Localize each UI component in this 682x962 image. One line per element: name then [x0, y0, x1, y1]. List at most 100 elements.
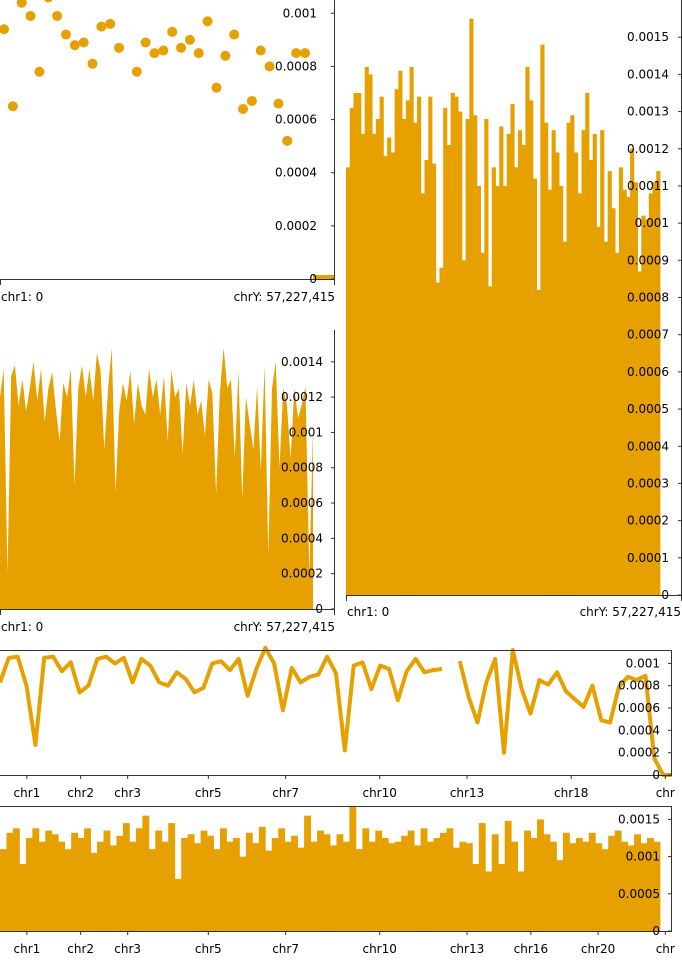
bar — [405, 100, 410, 595]
bar — [614, 830, 622, 931]
panel-right-tall: 0 0.0001 0.0002 0.0003 0.0004 0.0005 0.0006 0.0… — [346, 0, 682, 619]
bar — [379, 96, 384, 595]
y-tick-label: 0.0005 — [618, 887, 660, 901]
bar — [440, 832, 447, 931]
bar — [194, 843, 201, 931]
panel-line: 0 0.0002 0.0004 0.0006 0.0008 0.001 chr1 chr2 ch… — [0, 645, 675, 800]
bar — [142, 815, 150, 931]
bar — [521, 145, 526, 595]
y-tick-label: 0.0004 — [618, 723, 660, 737]
bar — [478, 823, 486, 931]
data-point — [7, 101, 18, 112]
bar — [540, 44, 545, 595]
y-tick-label: 0 — [661, 588, 669, 602]
data-point — [211, 82, 222, 93]
bar — [414, 845, 421, 931]
bar — [390, 152, 395, 595]
bar — [38, 841, 46, 931]
x-tick-label: chr20 — [581, 942, 615, 956]
bar — [575, 837, 583, 931]
data-point — [220, 50, 231, 61]
bar — [323, 834, 331, 931]
bar — [641, 215, 646, 595]
bar — [439, 267, 444, 595]
data-point — [184, 34, 195, 45]
y-tick-label: 0.0004 — [281, 531, 323, 545]
bar — [407, 830, 415, 931]
bar — [394, 89, 399, 595]
bar — [514, 167, 519, 595]
bar — [360, 133, 366, 595]
bar — [388, 843, 396, 931]
bar — [122, 823, 130, 931]
bar — [427, 841, 434, 931]
y-tick-label: 0.0012 — [281, 390, 323, 404]
bar — [330, 845, 337, 931]
bar — [213, 849, 221, 931]
bar — [504, 820, 512, 931]
x-tick-label: chr7 — [272, 942, 299, 956]
data-point — [167, 26, 178, 37]
bar — [600, 130, 605, 595]
bar — [569, 843, 577, 931]
bar — [346, 167, 351, 595]
y-tick-label: 0.0006 — [281, 496, 323, 510]
bar — [559, 185, 564, 595]
bar — [608, 835, 616, 931]
bar — [161, 841, 169, 931]
data-point — [131, 66, 142, 77]
bar — [640, 843, 648, 931]
y-tick-label: 0.001 — [289, 425, 323, 439]
y-tick-label: 0.0001 — [627, 551, 669, 565]
x-tick-label: chr7 — [272, 786, 299, 800]
data-point — [16, 0, 27, 8]
bar — [556, 860, 564, 931]
bar — [420, 828, 428, 931]
bar — [342, 841, 350, 931]
y-tick-label: 0.0008 — [281, 461, 323, 475]
bar — [621, 841, 629, 931]
data-point — [282, 135, 293, 146]
bar — [525, 66, 530, 595]
bar — [582, 841, 590, 931]
y-tick-label: 0.0003 — [627, 476, 669, 490]
bar — [398, 70, 403, 595]
x-start-label: chr1: 0 — [1, 290, 43, 304]
panel-bottom-bars: 0 0.0005 0.001 0.0015 chr1 chr2 chr3 chr5 chr7 ch… — [0, 806, 675, 956]
bar — [51, 834, 59, 931]
bar — [368, 74, 373, 595]
data-point — [273, 98, 284, 109]
bar — [536, 290, 541, 595]
bar — [19, 864, 27, 931]
y-tick-label: 0.0014 — [627, 67, 669, 81]
data-point — [96, 21, 107, 32]
bar — [310, 841, 318, 931]
bar — [570, 115, 575, 595]
bar — [648, 193, 653, 595]
bar — [537, 819, 544, 931]
bar — [491, 834, 499, 931]
data-point — [193, 48, 204, 59]
x-tick-label: chr2 — [67, 942, 94, 956]
bar — [387, 137, 392, 595]
data-point — [69, 40, 80, 51]
bar — [25, 837, 33, 931]
bar — [297, 847, 305, 931]
bar — [498, 864, 506, 931]
bar — [459, 841, 467, 931]
x-tick-label: chr10 — [362, 942, 396, 956]
bar — [488, 286, 493, 595]
panel-middle-left: 0 0.0002 0.0004 0.0006 0.0008 0.001 0.0012 0.00… — [0, 330, 335, 634]
data-point — [25, 10, 36, 21]
bar — [495, 185, 500, 595]
bar — [596, 226, 601, 595]
bar — [595, 843, 603, 931]
bar — [530, 837, 538, 931]
bar — [187, 834, 195, 931]
bar — [207, 835, 214, 931]
x-tick-label: chr5 — [195, 942, 222, 956]
bar — [485, 871, 493, 931]
bar — [135, 828, 143, 931]
bar — [226, 841, 234, 931]
bar — [529, 100, 534, 595]
